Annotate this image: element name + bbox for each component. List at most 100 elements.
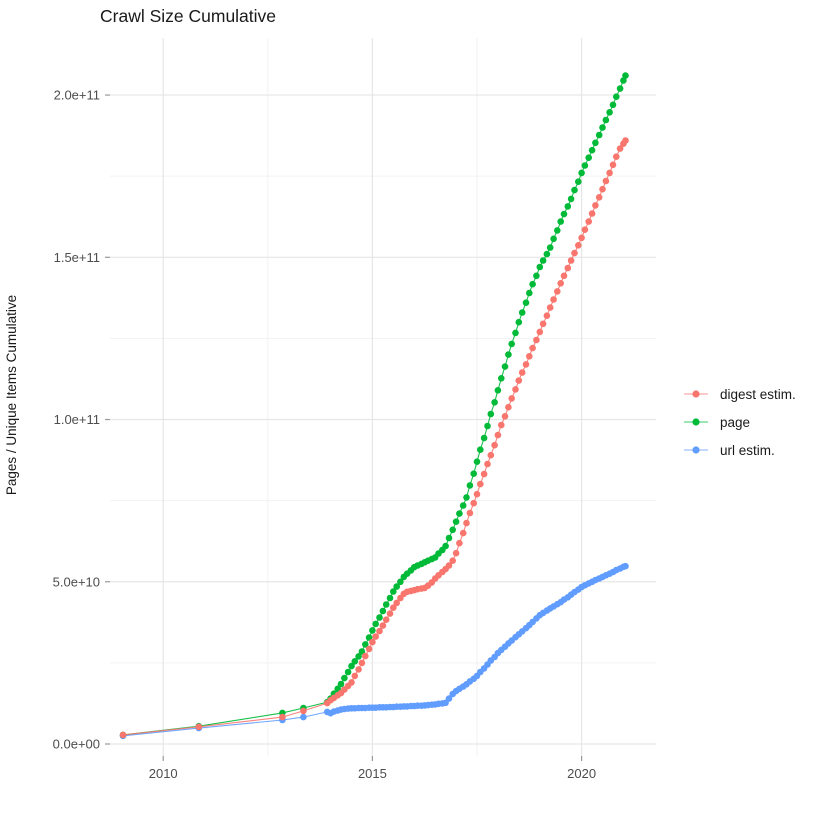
- data-point-digest-estim: [554, 288, 561, 295]
- data-point-digest-estim: [581, 226, 589, 233]
- legend-key-url-estim-icon: [684, 446, 708, 454]
- data-point-page: [390, 588, 397, 595]
- data-point-page: [498, 375, 505, 382]
- data-point-page: [515, 318, 523, 326]
- data-point-digest-estim: [539, 320, 547, 328]
- data-point-digest-estim: [466, 509, 474, 517]
- data-point-page: [372, 620, 380, 628]
- data-point-page: [382, 601, 390, 608]
- data-point-page: [491, 399, 498, 406]
- legend-label-page: page: [720, 414, 751, 430]
- data-point-digest-estim: [487, 451, 495, 459]
- data-point-digest-estim: [518, 369, 526, 376]
- y-tick-label: 5.0e+10: [53, 574, 100, 589]
- data-point-page: [452, 518, 460, 525]
- data-point-digest-estim: [526, 353, 533, 360]
- data-point-digest-estim: [477, 480, 484, 488]
- data-point-page: [337, 680, 345, 688]
- data-point-page: [595, 131, 603, 139]
- data-point-digest-estim: [470, 499, 478, 507]
- data-point-digest-estim: [536, 328, 544, 336]
- data-point-digest-estim: [606, 169, 613, 177]
- data-point-digest-estim: [382, 616, 390, 623]
- data-point-page: [602, 116, 610, 124]
- data-point-digest-estim: [300, 707, 307, 715]
- data-point-page: [578, 169, 585, 177]
- data-point-digest-estim: [585, 218, 592, 225]
- legend-item-url-estim: url estim.: [682, 436, 796, 464]
- data-point-page: [522, 299, 530, 307]
- data-point-digest-estim: [512, 386, 519, 393]
- data-point-digest-estim: [550, 296, 557, 303]
- data-point-page: [442, 542, 449, 550]
- data-point-page: [445, 534, 453, 542]
- data-point-page: [358, 648, 366, 655]
- data-point-page: [557, 218, 564, 225]
- data-point-digest-estim: [449, 557, 457, 564]
- data-point-digest-estim: [505, 403, 512, 411]
- data-point-page: [473, 458, 481, 466]
- data-point-page: [616, 85, 624, 92]
- y-tick-label: 2.0e+11: [54, 88, 100, 103]
- data-point-page: [505, 351, 512, 358]
- data-point-digest-estim: [355, 666, 362, 673]
- data-point-page: [529, 280, 536, 288]
- data-point-digest-estim: [543, 312, 551, 320]
- data-point-digest-estim: [452, 549, 460, 557]
- data-point-url-estim: [300, 713, 307, 721]
- data-point-url-estim: [622, 562, 629, 570]
- data-point-digest-estim: [491, 441, 498, 449]
- data-point-page: [543, 250, 551, 258]
- data-point-page: [466, 482, 474, 489]
- data-point-digest-estim: [119, 731, 127, 739]
- data-point-digest-estim: [473, 490, 481, 498]
- data-point-digest-estim: [560, 272, 568, 280]
- data-point-page: [341, 674, 348, 682]
- data-point-page: [480, 434, 488, 442]
- data-point-digest-estim: [599, 185, 606, 193]
- data-point-page: [508, 340, 515, 348]
- data-point-digest-estim: [533, 336, 540, 344]
- data-point-digest-estim: [369, 638, 376, 646]
- data-point-digest-estim: [546, 304, 554, 311]
- data-point-digest-estim: [365, 645, 373, 653]
- data-point-digest-estim: [195, 723, 203, 731]
- data-point-page: [609, 101, 617, 109]
- legend: digest estim. page url estim.: [682, 380, 796, 464]
- data-point-digest-estim: [445, 562, 453, 569]
- legend-key-digest-icon: [684, 390, 708, 398]
- data-point-page: [564, 203, 572, 210]
- data-point-digest-estim: [557, 280, 564, 287]
- data-point-page: [560, 210, 568, 218]
- data-point-digest-estim: [372, 633, 380, 640]
- data-point-page: [393, 583, 401, 590]
- data-point-digest-estim: [463, 519, 470, 527]
- data-point-digest-estim: [613, 153, 620, 160]
- data-point-digest-estim: [529, 344, 536, 352]
- data-point-page: [539, 257, 547, 264]
- data-point-digest-estim: [348, 679, 355, 686]
- x-tick-label: 2010: [149, 766, 178, 781]
- data-point-page: [477, 446, 484, 454]
- data-point-digest-estim: [595, 194, 603, 201]
- data-point-page: [344, 668, 352, 676]
- data-point-page: [613, 93, 620, 100]
- data-point-page: [397, 578, 404, 586]
- data-point-page: [449, 526, 457, 534]
- data-point-page: [581, 162, 589, 169]
- data-point-page: [575, 178, 582, 185]
- y-axis-title: Pages / Unique Items Cumulative: [4, 294, 19, 496]
- data-point-page: [536, 263, 544, 271]
- data-point-digest-estim: [386, 610, 394, 617]
- data-point-page: [518, 309, 526, 316]
- data-point-page: [463, 494, 470, 501]
- chart-title: Crawl Size Cumulative: [100, 6, 277, 26]
- data-point-url-estim: [445, 695, 453, 702]
- data-point-page: [554, 227, 561, 234]
- legend-label-digest-estim: digest estim.: [720, 386, 796, 402]
- data-point-page: [487, 410, 495, 418]
- data-point-page: [379, 607, 387, 615]
- data-point-digest-estim: [379, 622, 387, 629]
